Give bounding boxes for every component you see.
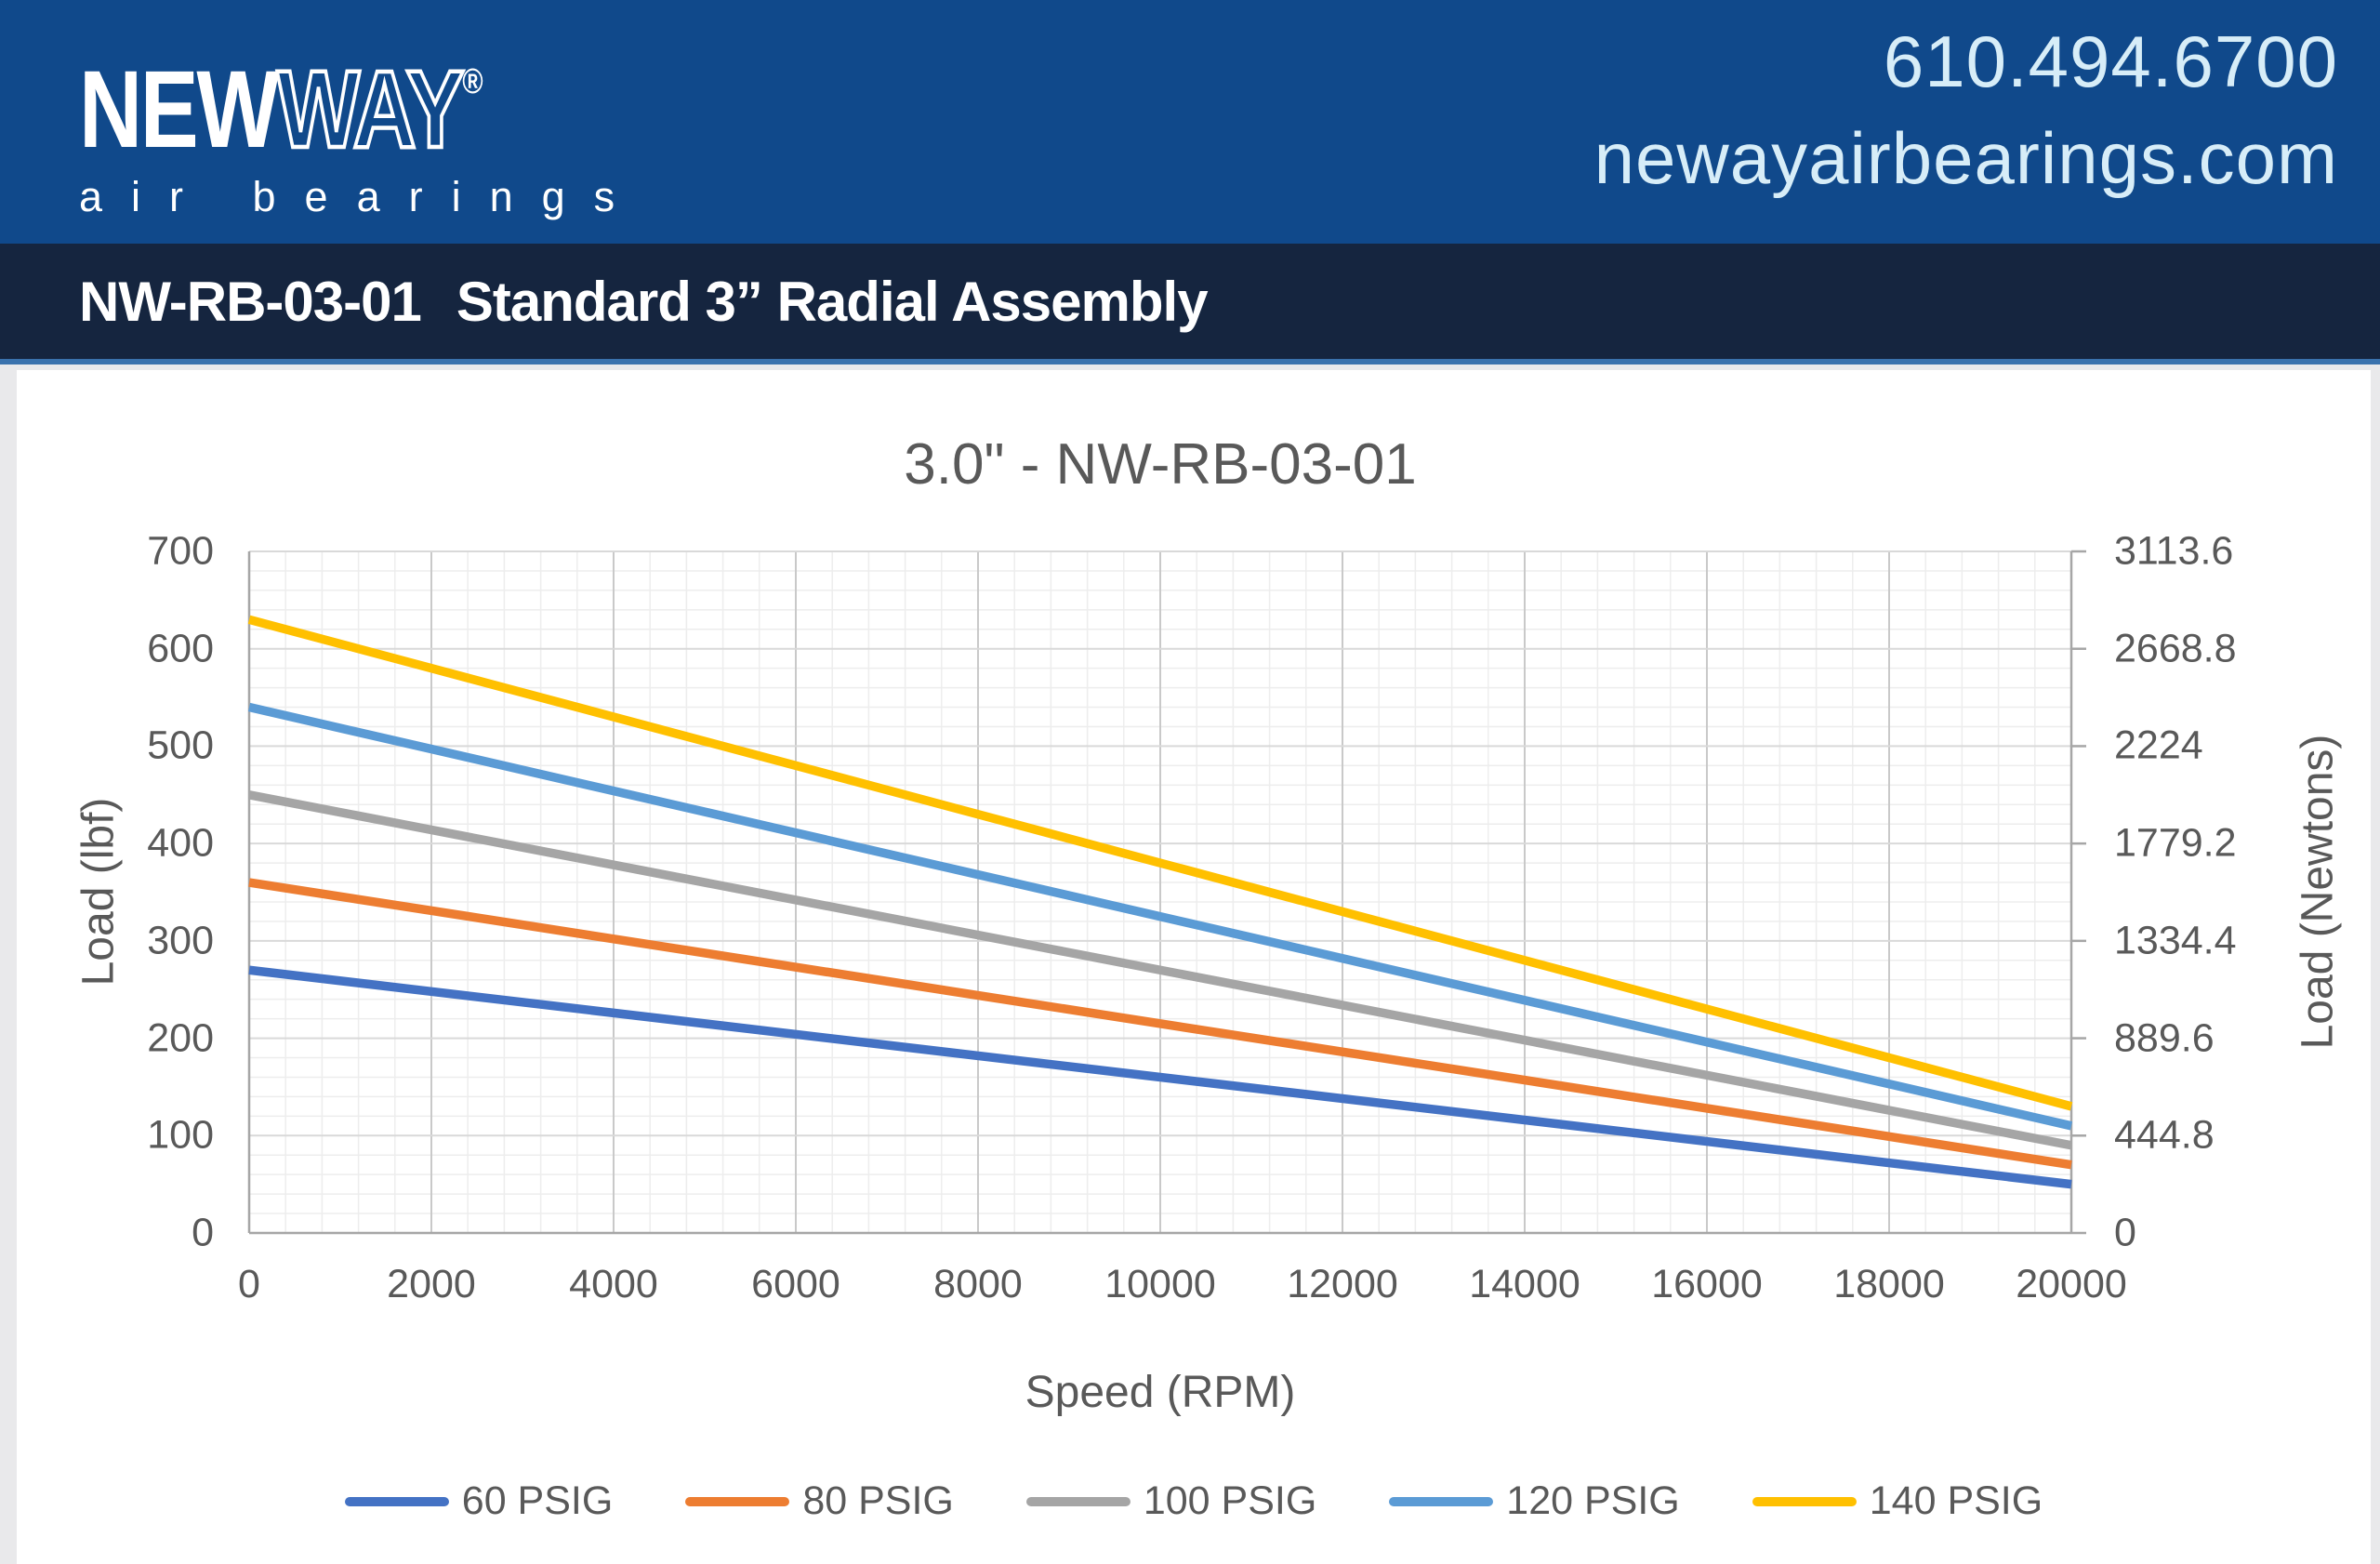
legend-item-140-psig: 140 PSIG [1752,1478,2043,1524]
legend-item-120-psig: 120 PSIG [1389,1478,1680,1524]
series-line-100-psig [248,790,2072,1150]
logo-tagline: air bearings [79,173,644,220]
x-tick-label: 16000 [1651,1262,1763,1306]
y-axis-title-right: Load (Newtons) [2293,734,2343,1050]
legend-swatch [685,1496,790,1506]
legend-item-100-psig: 100 PSIG [1025,1478,1317,1524]
y-tick-label-right: 0 [2114,1210,2136,1255]
x-tick-label: 20000 [2016,1262,2127,1306]
legend-label: 100 PSIG [1143,1478,1317,1523]
legend-swatch [344,1496,449,1506]
chart-legend: 60 PSIG 80 PSIG 100 PSIG 120 PSIG 140 PSIG [17,1478,2371,1524]
x-tick-label: 2000 [387,1262,476,1306]
logo-wordmark: NEWWAY® [79,26,531,168]
legend-label: 80 PSIG [802,1478,954,1523]
y-tick-label-left: 100 [147,1112,214,1158]
series-line-120-psig [247,702,2073,1131]
y-tick-label-left: 300 [147,918,214,963]
part-description: Standard 3” Radial Assembly [456,270,1209,333]
brand-header: NEWWAY® air bearings 610.494.6700 newaya… [0,0,2380,244]
newway-logo: NEWWAY® air bearings [79,26,643,221]
legend-swatch [1389,1496,1494,1506]
product-title-bar: NW-RB-03-01 Standard 3” Radial Assembly [0,244,2380,359]
y-tick-label-right: 2224 [2114,722,2203,768]
divider-rule [0,359,2380,364]
series-line-80-psig [248,878,2072,1170]
legend-item-80-psig: 80 PSIG [685,1478,954,1524]
part-number: NW-RB-03-01 [79,270,422,333]
x-tick-label: 10000 [1104,1262,1216,1306]
y-tick-label-left: 0 [192,1210,214,1255]
y-tick-label-right: 1779.2 [2114,820,2237,866]
y-tick-label-right: 1334.4 [2114,918,2237,963]
legend-label: 60 PSIG [461,1478,614,1523]
y-tick-label-left: 500 [147,722,214,768]
logo-new-text: NEW [79,48,279,171]
legend-label: 120 PSIG [1506,1478,1680,1523]
y-tick-label-left: 400 [147,820,214,866]
x-tick-label: 12000 [1287,1262,1398,1306]
x-tick-label: 14000 [1469,1262,1580,1306]
registered-trademark-symbol: ® [462,62,483,101]
x-axis-title: Speed (RPM) [1025,1368,1296,1417]
x-tick-label: 18000 [1833,1262,1945,1306]
y-tick-label-right: 444.8 [2114,1112,2215,1158]
y-tick-label-right: 2668.8 [2114,626,2237,671]
phone-number: 610.494.6700 [1883,20,2338,102]
chart-card: 3.0" - NW-RB-03-01 Load (lbf) Load (Newt… [17,370,2371,1564]
series-line-140-psig [247,615,2073,1111]
series-line-60-psig [248,965,2072,1189]
chart-title: 3.0" - NW-RB-03-01 [904,432,1417,497]
load-vs-speed-chart [247,550,2086,1235]
logo-way-text: WAY [275,48,466,171]
x-tick-label: 4000 [569,1262,658,1306]
legend-swatch [1025,1496,1130,1506]
website-url: newayairbearings.com [1593,117,2338,199]
y-tick-label-left: 200 [147,1015,214,1061]
x-tick-label: 8000 [933,1262,1023,1306]
x-tick-label: 0 [238,1262,260,1306]
legend-item-60-psig: 60 PSIG [344,1478,614,1524]
legend-label: 140 PSIG [1869,1478,2043,1523]
contact-block: 610.494.6700 newayairbearings.com [1594,13,2338,206]
legend-swatch [1752,1496,1857,1506]
y-tick-label-left: 600 [147,626,214,671]
y-tick-label-right: 889.6 [2114,1015,2215,1061]
x-tick-label: 6000 [751,1262,840,1306]
y-tick-label-left: 700 [147,528,214,574]
y-tick-label-right: 3113.6 [2114,528,2234,574]
